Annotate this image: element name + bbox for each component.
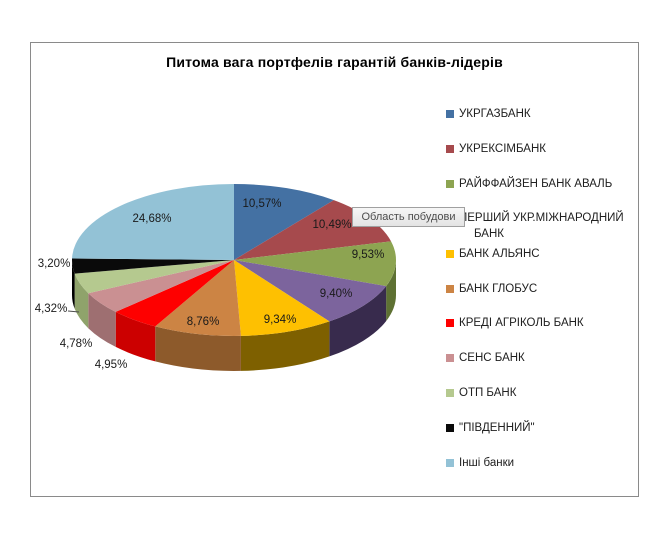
- pie-slice-0[interactable]: [234, 184, 334, 260]
- chart-title[interactable]: Питома вага портфелів гарантій банків-лі…: [166, 54, 503, 70]
- legend-label: РАЙФФАЙЗЕН БАНК АВАЛЬ: [459, 178, 613, 190]
- data-label-6: 4,95%: [95, 359, 128, 371]
- pie-slice-side-8: [74, 273, 89, 329]
- data-label-0: 10,57%: [242, 198, 281, 210]
- legend-label: КРЕДІ АГРІКОЛЬ БАНК: [459, 317, 584, 329]
- plot-area-tooltip: Область побудови: [352, 207, 465, 227]
- legend-swatch-icon: [446, 354, 454, 362]
- pie-slice-5[interactable]: [155, 260, 241, 336]
- legend-swatch-icon: [446, 424, 454, 432]
- label-leader-line: [67, 310, 80, 313]
- legend-item-6[interactable]: КРЕДІ АГРІКОЛЬ БАНК: [446, 315, 638, 331]
- legend-swatch-icon: [446, 110, 454, 118]
- legend-item-5[interactable]: БАНК ГЛОБУС: [446, 281, 638, 297]
- legend-label: ПЕРШИЙ УКР.МІЖНАРОДНИЙ БАНК: [459, 212, 624, 240]
- legend-label: ОТП БАНК: [459, 387, 517, 399]
- chart-area[interactable]: Питома вага портфелів гарантій банків-лі…: [30, 42, 639, 497]
- legend-item-9[interactable]: "ПІВДЕННИЙ": [446, 420, 638, 436]
- data-label-4: 9,34%: [264, 314, 297, 326]
- data-label-8: 4,32%: [35, 303, 68, 315]
- legend-label: БАНК АЛЬЯНС: [459, 248, 540, 260]
- legend-swatch-icon: [446, 250, 454, 258]
- legend-label: Інші банки: [459, 457, 515, 469]
- pie-slice-10[interactable]: [72, 184, 235, 260]
- legend-item-10[interactable]: Інші банки: [446, 455, 638, 471]
- data-label-9: 3,20%: [38, 258, 71, 270]
- legend-item-0[interactable]: УКРГАЗБАНК: [446, 106, 638, 122]
- legend-swatch-icon: [446, 180, 454, 188]
- legend-swatch-icon: [446, 145, 454, 153]
- data-label-2: 9,53%: [352, 249, 385, 261]
- pie-chart[interactable]: 10,57% 10,49% 9,53% 9,40% 9,34% 8,76% 4,95%4,7…: [31, 43, 640, 498]
- pie-slice-7[interactable]: [88, 260, 234, 312]
- pie-slice-side-4: [240, 321, 330, 371]
- data-label-7: 4,78%: [60, 338, 93, 350]
- pie-slice-side-7: [88, 293, 116, 347]
- pie-slice-side-5: [155, 326, 241, 371]
- legend: УКРГАЗБАНК УКРЕКСІМБАНК РАЙФФАЙЗЕН БАНК АВ…: [31, 43, 638, 496]
- legend-swatch-icon: [446, 459, 454, 467]
- tooltip-text: Область побудови: [361, 211, 456, 223]
- legend-item-8[interactable]: ОТП БАНК: [446, 385, 638, 401]
- legend-item-4[interactable]: БАНК АЛЬЯНС: [446, 246, 638, 262]
- legend-swatch-icon: [446, 285, 454, 293]
- legend-label: УКРЕКСІМБАНК: [459, 143, 546, 155]
- pie-slice-side-3: [329, 286, 387, 357]
- data-label-3: 9,40%: [320, 288, 353, 300]
- pie-slice-4[interactable]: [234, 260, 330, 336]
- legend-swatch-icon: [446, 319, 454, 327]
- legend-label: БАНК ГЛОБУС: [459, 283, 538, 295]
- pie-slice-side-2: [386, 260, 396, 322]
- data-label-1: 10,49%: [312, 219, 351, 231]
- pie-slice-side-9: [72, 260, 75, 309]
- legend-item-2[interactable]: РАЙФФАЙЗЕН БАНК АВАЛЬ: [446, 176, 638, 192]
- legend-item-1[interactable]: УКРЕКСІМБАНК: [446, 141, 638, 157]
- data-label-5: 8,76%: [187, 316, 220, 328]
- legend-swatch-icon: [446, 389, 454, 397]
- pie-slice-2[interactable]: [234, 241, 396, 287]
- legend-item-7[interactable]: СЕНС БАНК: [446, 350, 638, 366]
- legend-label: "ПІВДЕННИЙ": [459, 422, 535, 434]
- pie-slice-1[interactable]: [234, 200, 392, 260]
- legend-item-3[interactable]: ПЕРШИЙ УКР.МІЖНАРОДНИЙ БАНК: [446, 210, 638, 242]
- legend-label: СЕНС БАНК: [459, 352, 525, 364]
- pie-slice-9[interactable]: [72, 258, 234, 274]
- legend-label: УКРГАЗБАНК: [459, 108, 531, 120]
- pie-slice-3[interactable]: [234, 260, 387, 322]
- pie-slice-6[interactable]: [115, 260, 234, 327]
- pie-slice-side-6: [115, 311, 156, 362]
- data-label-10: 24,68%: [132, 213, 171, 225]
- pie-slice-8[interactable]: [74, 260, 234, 294]
